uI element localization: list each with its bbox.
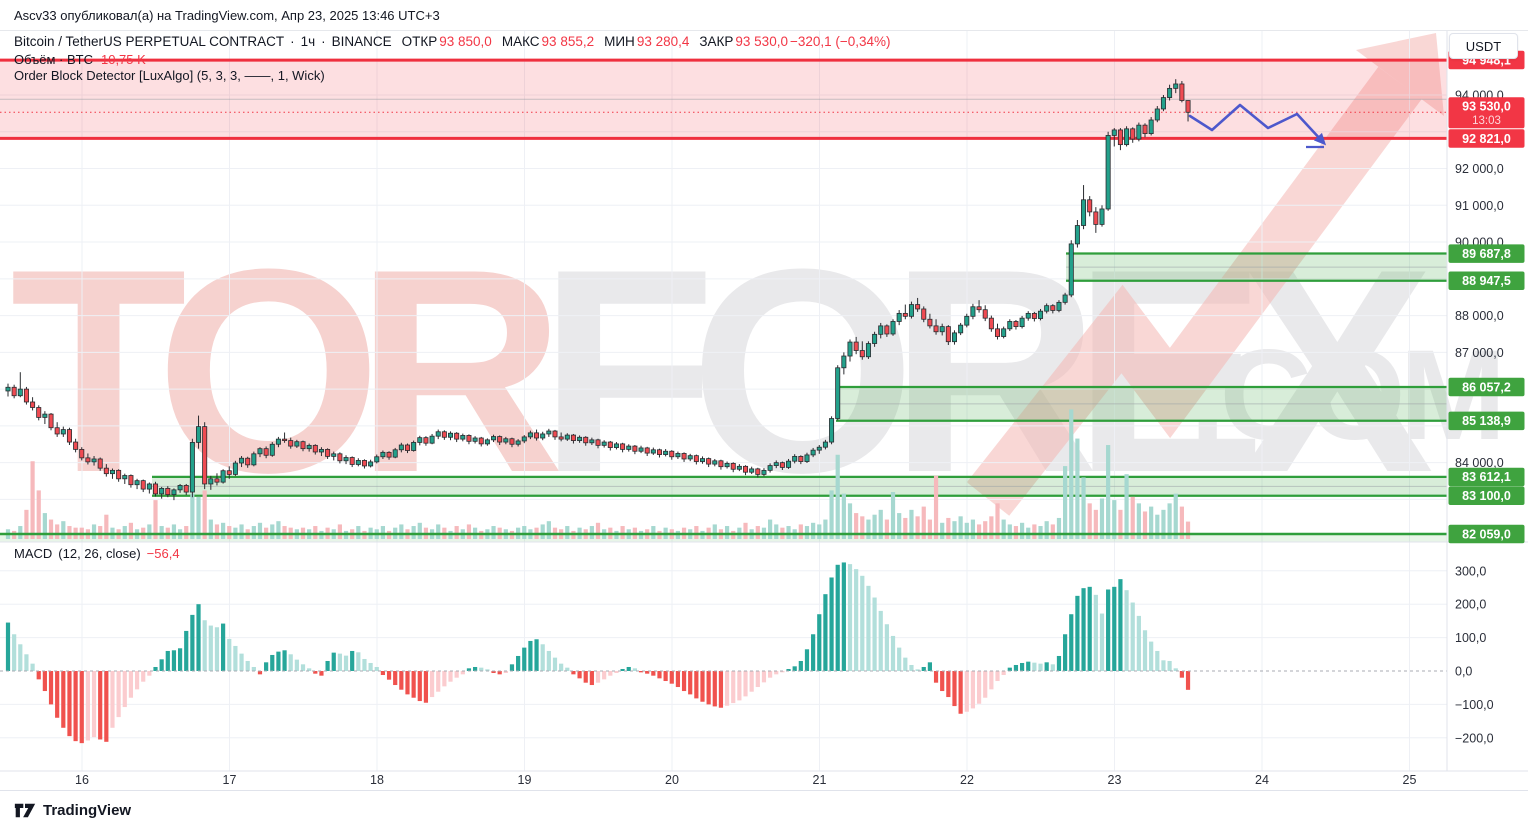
order-block-zones [0,58,1447,542]
svg-text:83 100,0: 83 100,0 [1462,489,1511,503]
svg-text:−100,0: −100,0 [1455,698,1494,712]
zone-price-label [1448,271,1525,291]
zone-price-label [1448,244,1525,263]
bar-countdown: 13:03 [1472,115,1501,127]
svg-text:92 000,0: 92 000,0 [1455,162,1504,176]
chart-area[interactable]: TORFOREX.COM94 000,092 000,091 000,090 0… [0,31,1528,792]
forecast-arrow-drawing[interactable] [1188,103,1327,149]
svg-text:22: 22 [960,773,974,787]
zone-price-label [1448,486,1525,506]
svg-text:83 612,1: 83 612,1 [1462,470,1511,484]
svg-text:18: 18 [370,773,384,787]
svg-text:−200,0: −200,0 [1455,731,1494,745]
svg-text:24: 24 [1255,773,1269,787]
svg-text:87 000,0: 87 000,0 [1455,346,1504,360]
zone-price-label [1448,467,1525,487]
watermark: TORFOREX.COM [10,33,1506,533]
svg-text:300,0: 300,0 [1455,564,1486,578]
svg-text:20: 20 [665,773,679,787]
svg-text:25: 25 [1403,773,1417,787]
svg-text:93 530,0: 93 530,0 [1462,99,1511,113]
footer-bar: TradingView [0,793,1528,827]
current-price-label [1448,97,1525,129]
tradingview-logo-icon[interactable] [14,802,36,819]
svg-text:92 821,0: 92 821,0 [1462,132,1511,146]
svg-text:19: 19 [518,773,532,787]
watermark-text: TORFOREX [10,209,1435,533]
svg-text:82 059,0: 82 059,0 [1462,527,1511,541]
macd-histogram [0,562,1447,744]
svg-text:17: 17 [223,773,237,787]
svg-text:89 687,8: 89 687,8 [1462,247,1511,261]
svg-text:0,0: 0,0 [1455,665,1472,679]
zone-price-label [1448,524,1525,544]
publish-topbar: Ascv33 опубликовал(а) на TradingView.com… [0,0,1528,31]
svg-text:88 000,0: 88 000,0 [1455,309,1504,323]
time-scale[interactable]: 16 17 18 19 20 21 22 23 24 25 [75,773,1416,787]
svg-text:84 000,0: 84 000,0 [1455,456,1504,470]
tradingview-brand[interactable]: TradingView [43,801,132,819]
svg-text:100,0: 100,0 [1455,631,1486,645]
svg-text:16: 16 [75,773,89,787]
svg-text:85 138,9: 85 138,9 [1462,414,1511,428]
publish-info: Ascv33 опубликовал(а) на TradingView.com… [14,7,440,23]
candles [5,79,1191,501]
price-chart[interactable]: TORFOREX.COM94 000,092 000,091 000,090 0… [0,31,1528,792]
zone-price-label [1448,411,1525,431]
watermark-arrow-icon [966,66,1422,516]
pane-separators [0,31,1528,791]
svg-text:21: 21 [813,773,827,787]
svg-text:88 947,5: 88 947,5 [1462,274,1511,288]
svg-text:23: 23 [1108,773,1122,787]
zone-price-label [1448,377,1525,397]
currency-toggle-button[interactable]: USDT [1449,33,1518,59]
chart-background [0,31,1528,792]
zone-bottom-price-label [1448,129,1525,148]
svg-text:200,0: 200,0 [1455,598,1486,612]
svg-text:86 057,2: 86 057,2 [1462,380,1511,394]
svg-text:91 000,0: 91 000,0 [1455,199,1504,213]
